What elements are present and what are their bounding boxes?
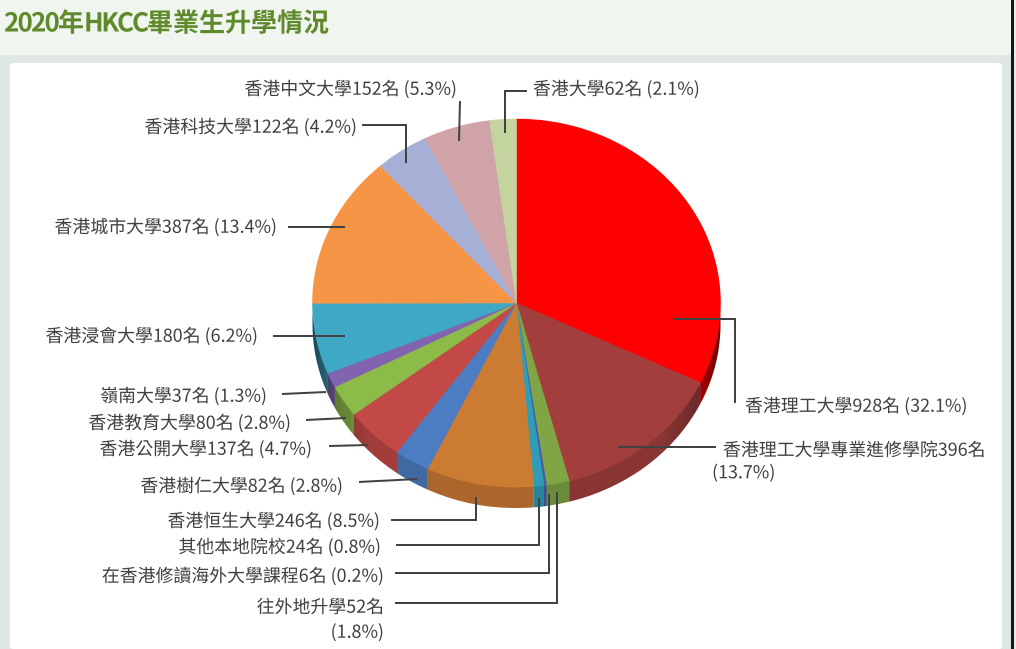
- vector-text: [46, 326, 257, 346]
- pie-slice: [312, 165, 518, 304]
- callout-leader: [328, 444, 369, 447]
- vector-text: [168, 511, 379, 531]
- vector-text: [55, 217, 276, 237]
- callout-leader: [305, 417, 347, 421]
- vector-text: [723, 440, 984, 458]
- vector-text: [179, 537, 380, 557]
- window-edge-strip: [1014, 0, 1016, 649]
- callout-leader: [362, 124, 407, 163]
- vector-text: [332, 623, 383, 642]
- pie-slice: [489, 118, 517, 304]
- vector-text: [141, 476, 342, 496]
- callout-leader: [504, 90, 527, 133]
- callout-leader-lines: [273, 90, 736, 604]
- vector-text: [533, 79, 699, 99]
- pie-slice: [427, 301, 535, 488]
- vector-text: [100, 439, 311, 459]
- vector-text: [745, 396, 966, 416]
- page-header: [0, 0, 1016, 55]
- vector-text: [89, 413, 290, 433]
- vector-text: [100, 386, 266, 406]
- window-edge: [1011, 0, 1014, 649]
- callout-leader: [391, 497, 477, 521]
- callout-leader: [458, 100, 461, 142]
- vector-text: [145, 117, 356, 137]
- vector-text: [713, 463, 774, 482]
- callout-leader: [358, 478, 418, 483]
- vector-text: [102, 566, 383, 586]
- callout-leader: [395, 492, 558, 604]
- callout-leader: [395, 494, 550, 574]
- vector-text: [257, 597, 382, 615]
- pie-slice: [516, 118, 721, 384]
- callout-leader: [281, 391, 327, 395]
- callout-leader: [396, 498, 540, 546]
- callout-leader: [673, 318, 736, 403]
- pie-slices: [312, 118, 721, 488]
- pie-slice: [516, 302, 701, 482]
- vector-text: [245, 79, 456, 99]
- vector-text: [4, 9, 329, 35]
